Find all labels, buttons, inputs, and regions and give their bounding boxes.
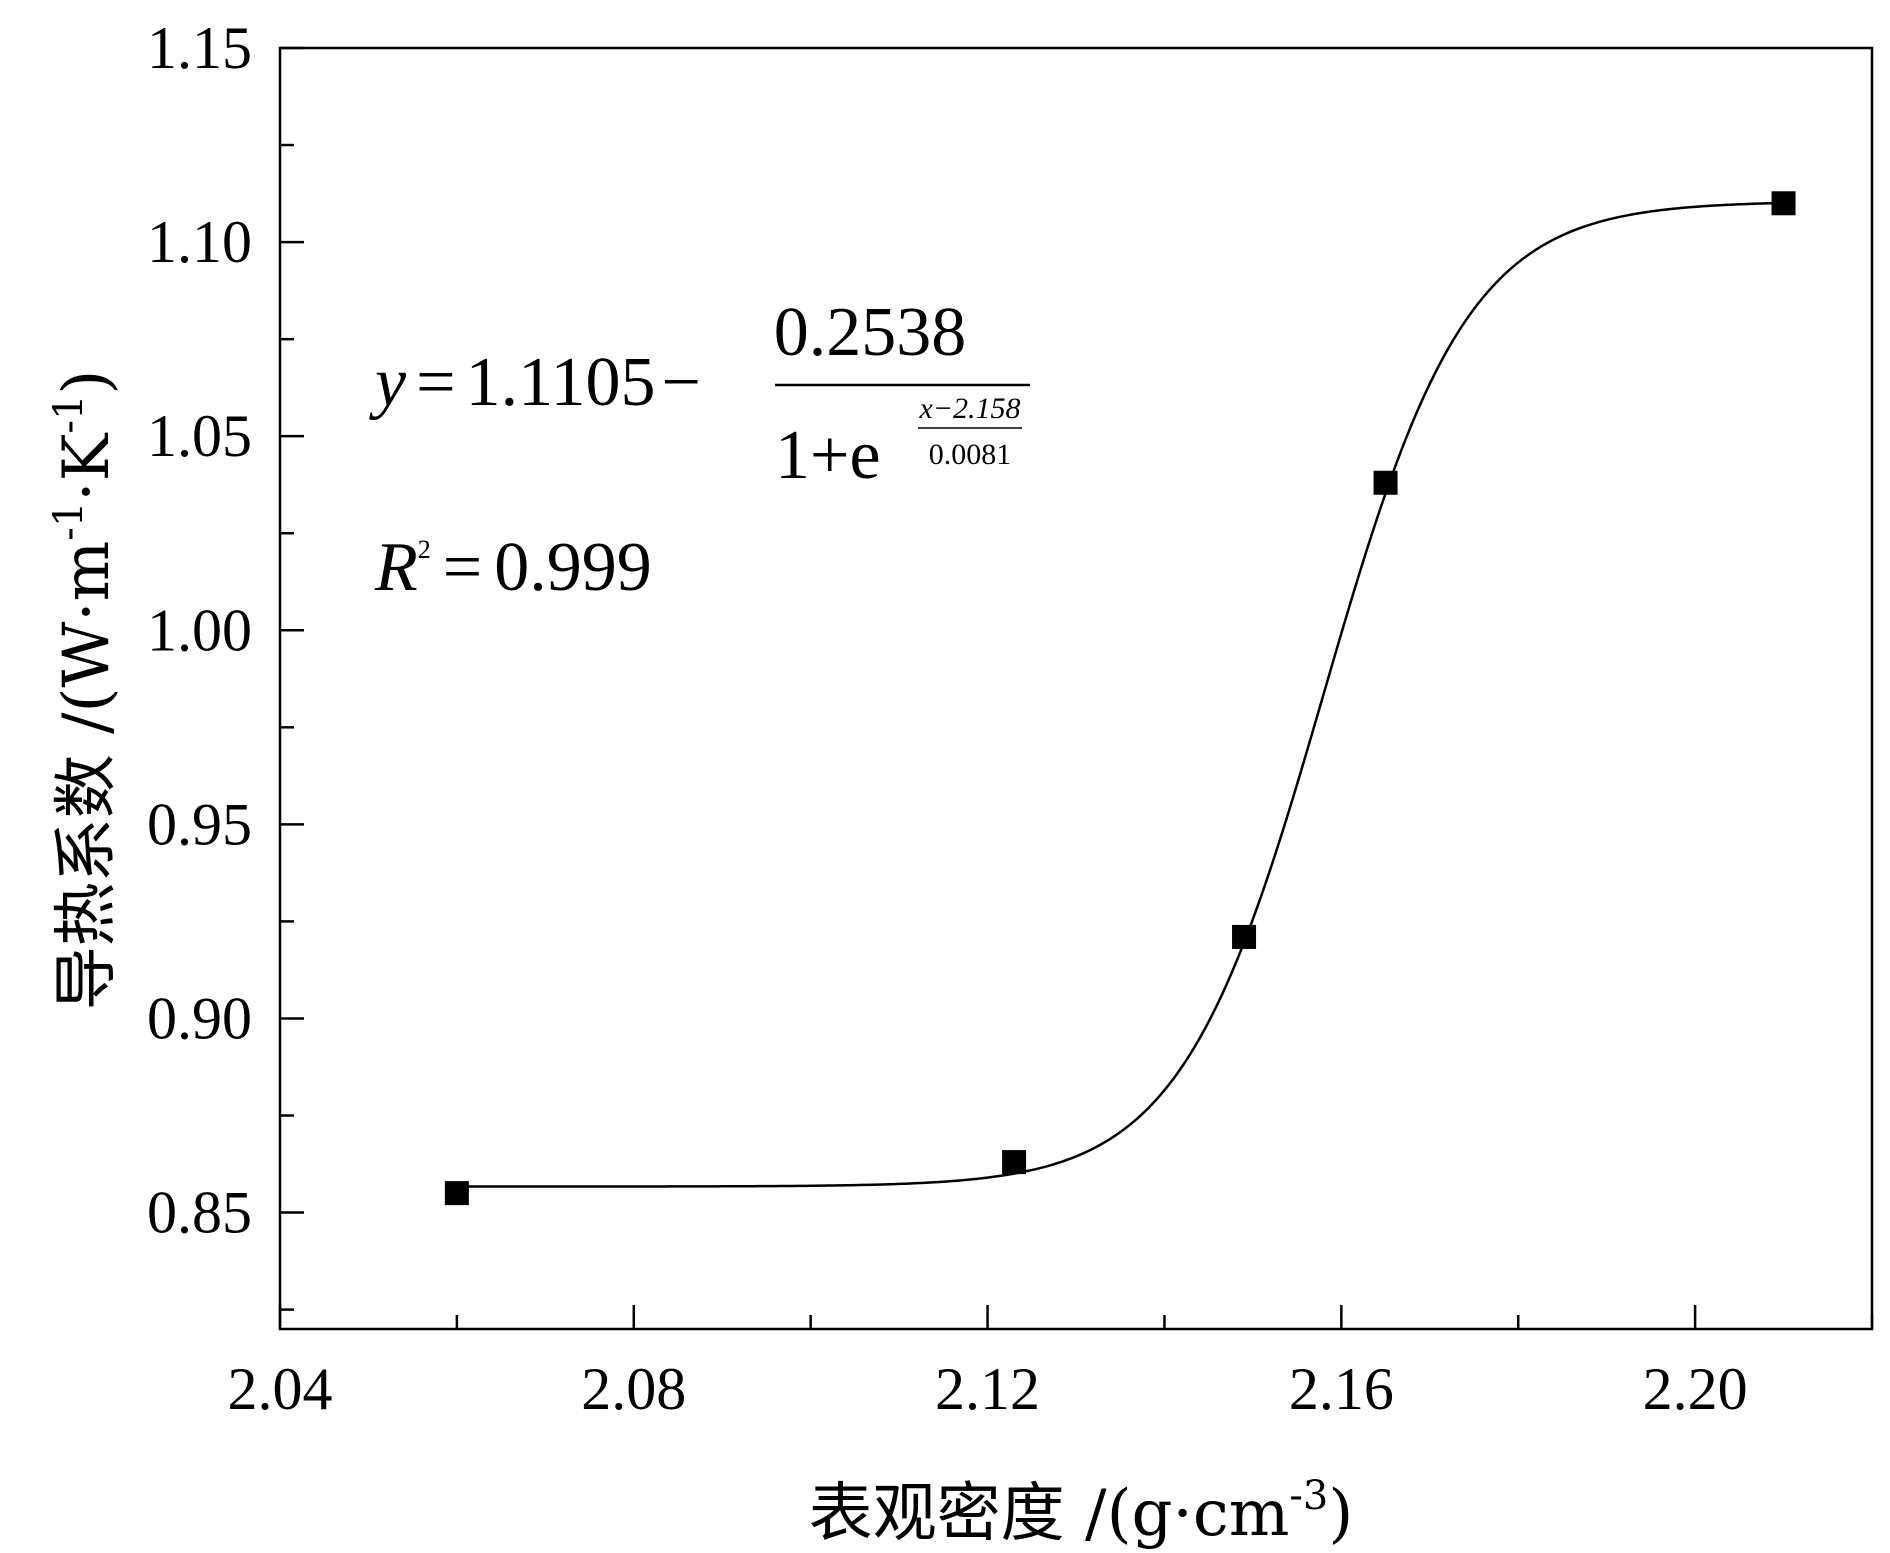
data-point bbox=[1771, 191, 1796, 216]
equation-y: y bbox=[369, 344, 407, 421]
y-tick-label: 0.90 bbox=[147, 985, 252, 1051]
fit-equation: y = 1.1105− 0.2538 1+e x−2.158 0.0081 R2 = 0… bbox=[369, 294, 1030, 606]
equation-denominator: 1+e bbox=[775, 417, 881, 494]
x-tick-label: 2.20 bbox=[1643, 1356, 1748, 1422]
fit-curve bbox=[456, 201, 1784, 1188]
axis-tick-labels: 2.04 2.08 2.12 2.16 2.20 0.85 0.90 0.95 1.00 1.05… bbox=[147, 15, 1748, 1422]
data-point bbox=[444, 1181, 469, 1206]
y-axis-title-sup1: -1 bbox=[46, 502, 92, 541]
axis-ticks bbox=[278, 46, 1874, 1329]
data-point bbox=[1002, 1150, 1027, 1175]
equation-numerator: 0.2538 bbox=[774, 294, 967, 371]
data-point bbox=[1232, 924, 1257, 949]
y-tick-label: 1.10 bbox=[147, 209, 252, 275]
y-tick-label: 0.95 bbox=[147, 791, 252, 857]
y-tick-label: 1.15 bbox=[147, 15, 252, 81]
x-axis-title: 表观密度 /(g·cm-3) bbox=[809, 1473, 1354, 1551]
equation-exp-denominator: 0.0081 bbox=[929, 438, 1012, 471]
y-axis-title: 导热系数 /(W·m-1·K-1) bbox=[46, 370, 124, 1011]
x-tick-label: 2.12 bbox=[935, 1356, 1040, 1422]
y-tick-label: 1.05 bbox=[147, 403, 252, 469]
x-tick-label: 2.04 bbox=[228, 1356, 333, 1422]
y-tick-label: 1.00 bbox=[147, 597, 252, 663]
x-tick-label: 2.08 bbox=[581, 1356, 686, 1422]
r-squared-sup: 2 bbox=[418, 535, 431, 564]
x-tick-label: 2.16 bbox=[1289, 1356, 1394, 1422]
data-point bbox=[1373, 470, 1398, 495]
y-axis-title-sup2: -1 bbox=[46, 395, 92, 434]
r-squared: R2 = 0.999 bbox=[374, 529, 652, 606]
x-axis-title-sup: -3 bbox=[1289, 1473, 1328, 1519]
equation-exp-numerator: x−2.158 bbox=[918, 392, 1020, 425]
data-points bbox=[444, 191, 1796, 1206]
equation-lhs: y = 1.1105− bbox=[369, 344, 701, 421]
plot-frame bbox=[278, 46, 1874, 1331]
y-tick-label: 0.85 bbox=[147, 1180, 252, 1246]
